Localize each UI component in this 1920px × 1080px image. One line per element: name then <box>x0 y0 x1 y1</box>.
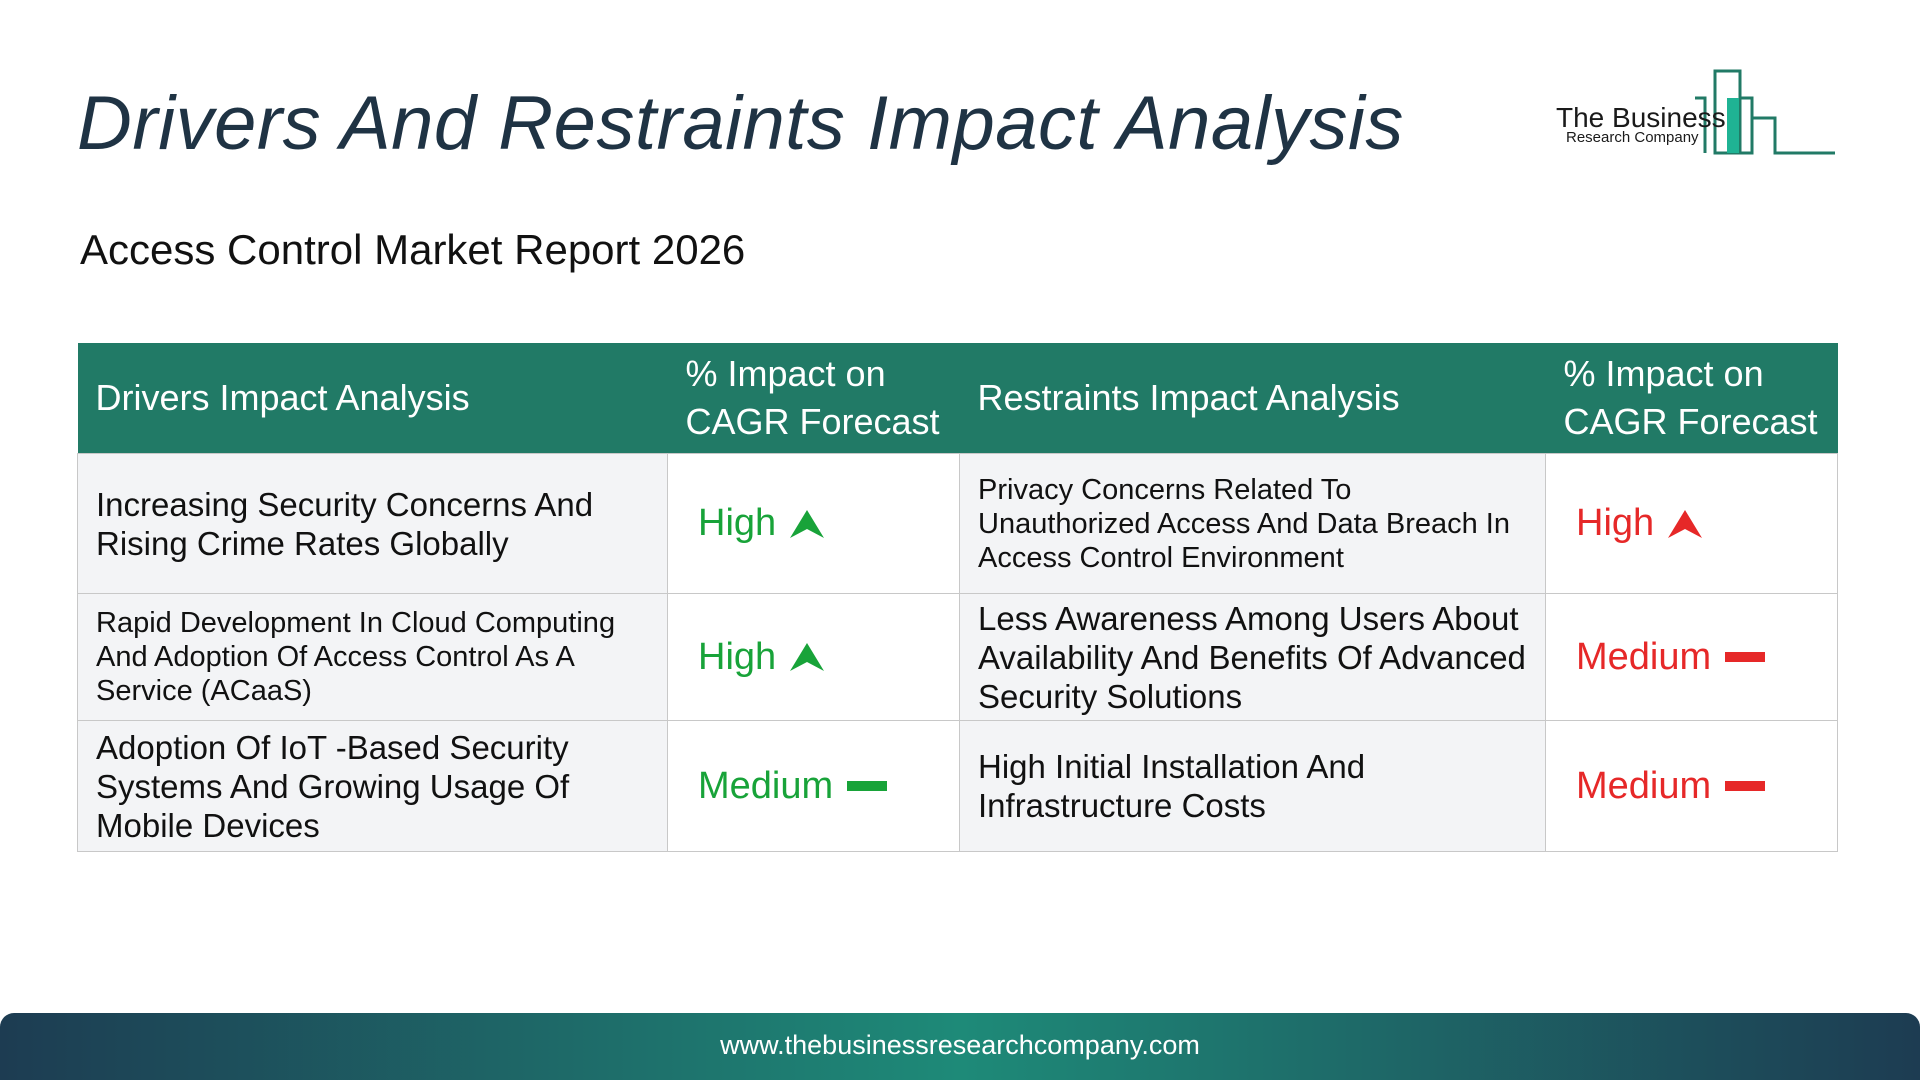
driver-impact-cell: High <box>667 453 960 594</box>
footer-url: www.thebusinessresearchcompany.com <box>720 1030 1200 1060</box>
dash-icon <box>847 781 888 791</box>
table-row: Adoption Of IoT -Based Security Systems … <box>77 720 1838 852</box>
header-driver-impact: % Impact on CAGR Forecast <box>667 343 960 454</box>
header-drivers: Drivers Impact Analysis <box>77 343 668 454</box>
impact-table: Drivers Impact Analysis % Impact on CAGR… <box>77 343 1838 852</box>
header-restraints: Restraints Impact Analysis <box>959 343 1546 454</box>
restraint-impact-value: Medium <box>1576 635 1766 678</box>
restraint-text: Privacy Concerns Related To Unauthorized… <box>959 453 1546 594</box>
restraint-impact-cell: Medium <box>1545 720 1838 852</box>
driver-impact-cell: Medium <box>667 720 960 852</box>
restraint-impact-value: High <box>1576 502 1703 544</box>
driver-impact-label: Medium <box>698 764 834 807</box>
restraint-impact-value: Medium <box>1576 764 1766 807</box>
restraint-impact-label: Medium <box>1576 764 1712 807</box>
company-logo-icon <box>1695 69 1835 155</box>
restraint-impact-label: High <box>1576 502 1655 544</box>
driver-impact-value: High <box>698 502 825 544</box>
table-row: Increasing Security Concerns And Rising … <box>77 453 1838 594</box>
driver-impact-value: High <box>698 635 825 678</box>
table-row: Rapid Development In Cloud Computing And… <box>77 593 1838 721</box>
dash-icon <box>1725 781 1766 791</box>
table-header-row: Drivers Impact Analysis % Impact on CAGR… <box>77 343 1838 454</box>
restraint-text: High Initial Installation And Infrastruc… <box>959 720 1546 852</box>
driver-impact-cell: High <box>667 593 960 721</box>
header-restraint-impact: % Impact on CAGR Forecast <box>1545 343 1838 454</box>
report-subtitle: Access Control Market Report 2026 <box>80 226 746 273</box>
arrow-up-icon <box>1668 509 1703 538</box>
logo-name-main: The Business <box>1556 102 1726 133</box>
restraint-text: Less Awareness Among Users About Availab… <box>959 593 1546 721</box>
logo-name-sub: Research Company <box>1566 129 1699 146</box>
restraint-impact-cell: Medium <box>1545 593 1838 721</box>
driver-impact-label: High <box>698 635 777 678</box>
page-title: Drivers And Restraints Impact Analysis <box>77 81 1404 166</box>
arrow-up-icon <box>790 643 825 671</box>
driver-text: Increasing Security Concerns And Rising … <box>77 453 668 594</box>
restraint-impact-label: Medium <box>1576 635 1712 678</box>
driver-impact-label: High <box>698 502 777 544</box>
restraint-impact-cell: High <box>1545 453 1838 594</box>
footer-bar <box>0 1013 1920 1080</box>
dash-icon <box>1725 652 1766 662</box>
driver-impact-value: Medium <box>698 764 888 807</box>
driver-text: Rapid Development In Cloud Computing And… <box>77 593 668 721</box>
arrow-up-icon <box>790 509 825 538</box>
driver-text: Adoption Of IoT -Based Security Systems … <box>77 720 668 852</box>
